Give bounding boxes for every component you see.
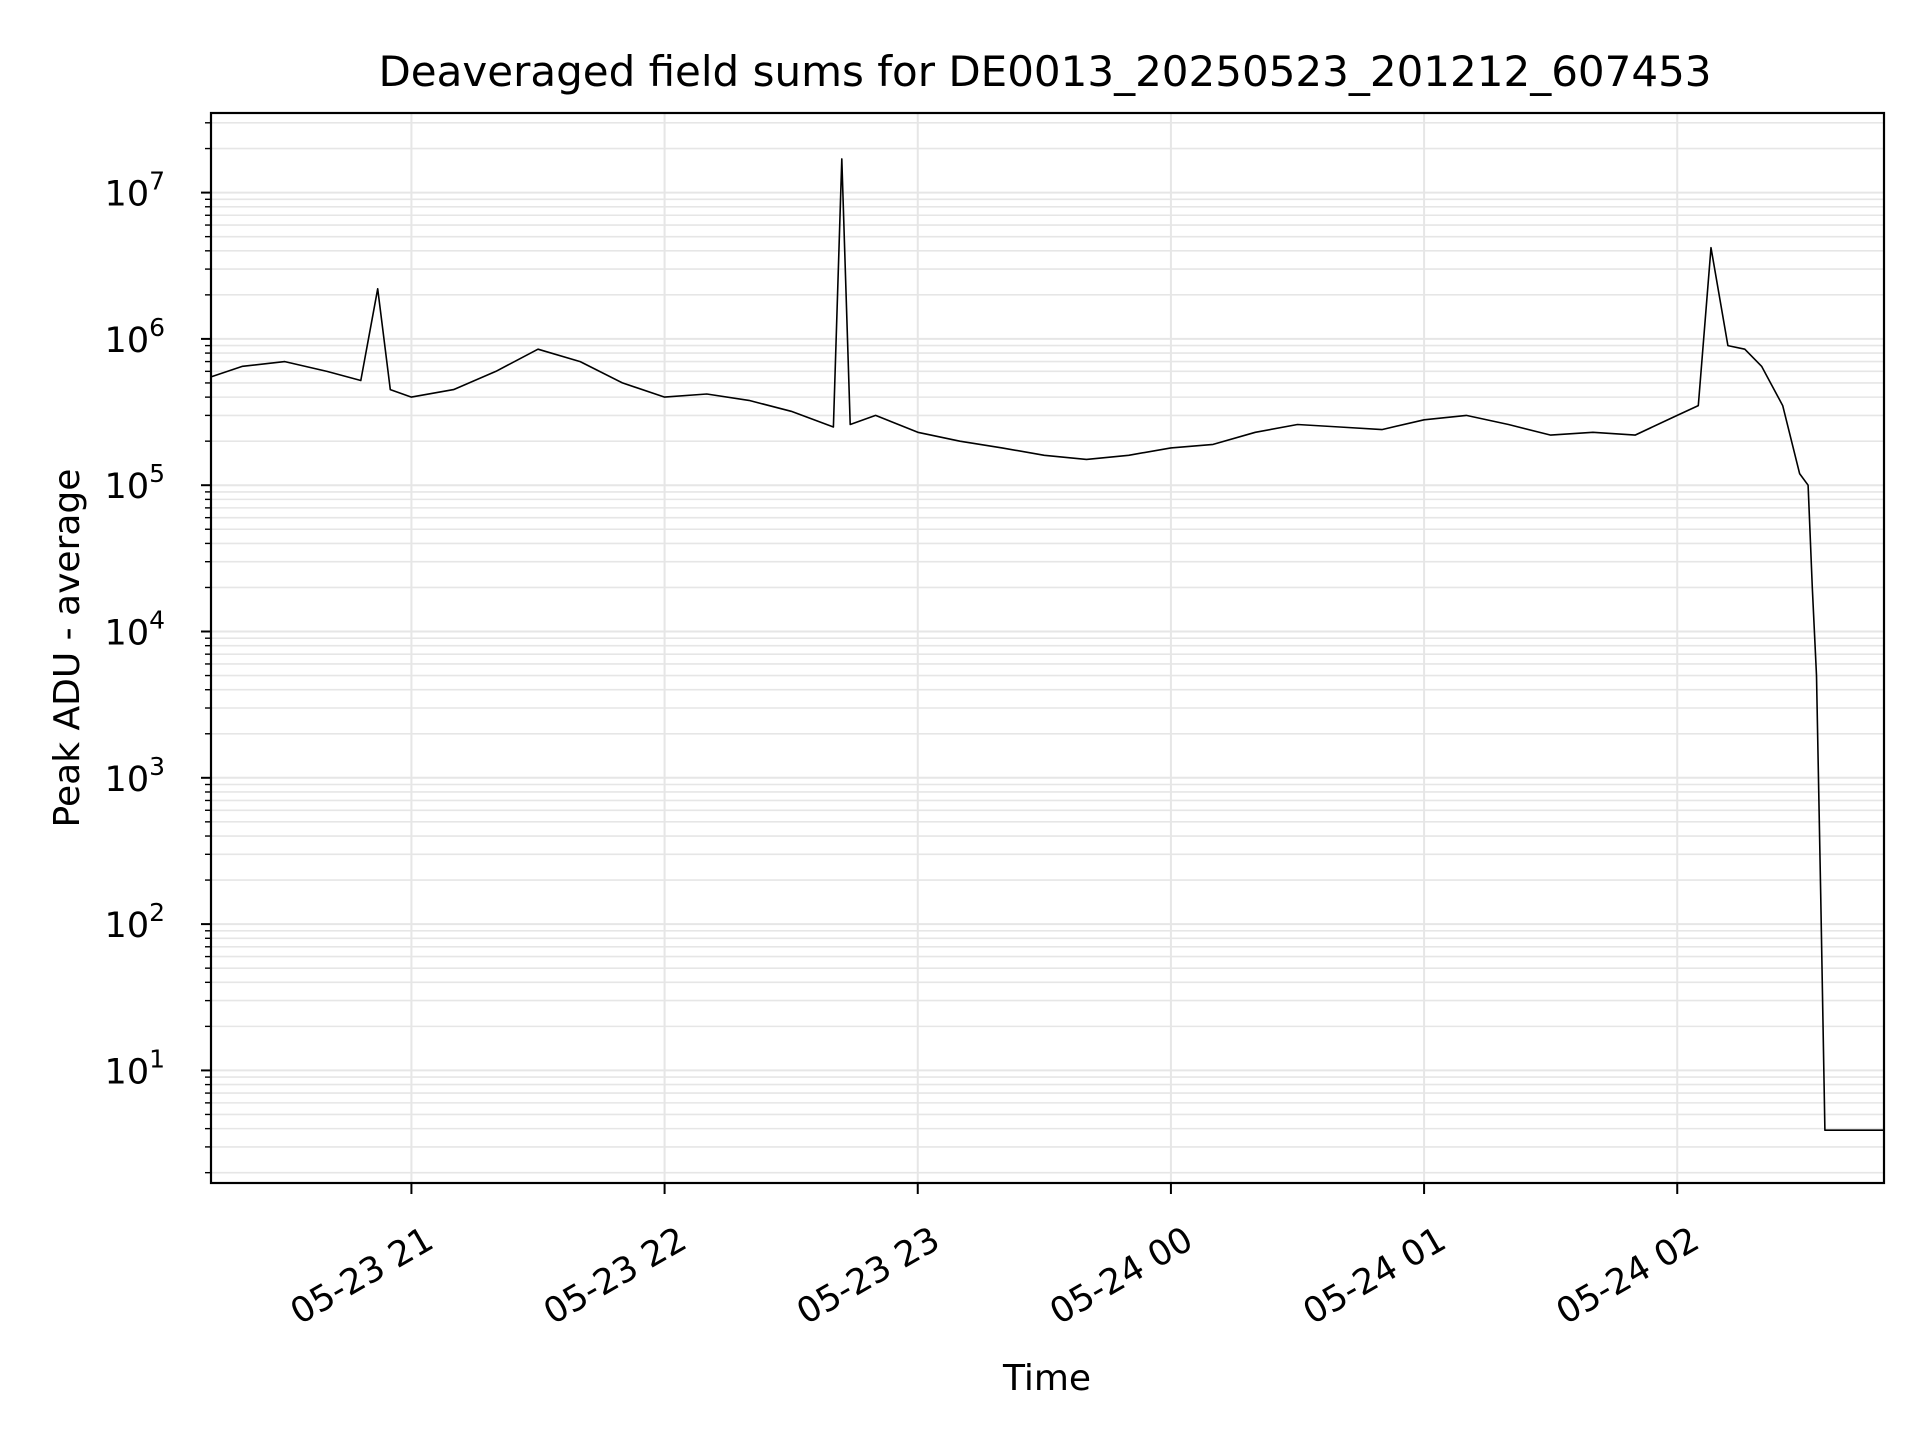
x-axis-label: Time	[1002, 1358, 1091, 1399]
chart-title: Deaveraged field sums for DE0013_2025052…	[378, 47, 1711, 96]
y-tick-label: 104	[105, 606, 165, 654]
y-axis-ticks: 101 102 103 104 105 106 107	[105, 122, 211, 1174]
y-tick-label: 101	[105, 1044, 165, 1092]
y-tick-label: 105	[105, 459, 165, 507]
y-tick-label: 106	[105, 313, 165, 361]
series-line	[210, 158, 1884, 1131]
y-tick-label: 102	[105, 898, 165, 946]
y-tick-label: 103	[105, 752, 165, 800]
series-layer	[210, 158, 1884, 1131]
plot-area	[209, 111, 1886, 1185]
grid-lines	[211, 113, 1884, 1183]
y-tick-label: 107	[105, 167, 165, 215]
y-axis-label: Peak ADU - average	[47, 469, 88, 828]
plot-background	[211, 113, 1884, 1183]
plot-frame	[209, 111, 1886, 1185]
